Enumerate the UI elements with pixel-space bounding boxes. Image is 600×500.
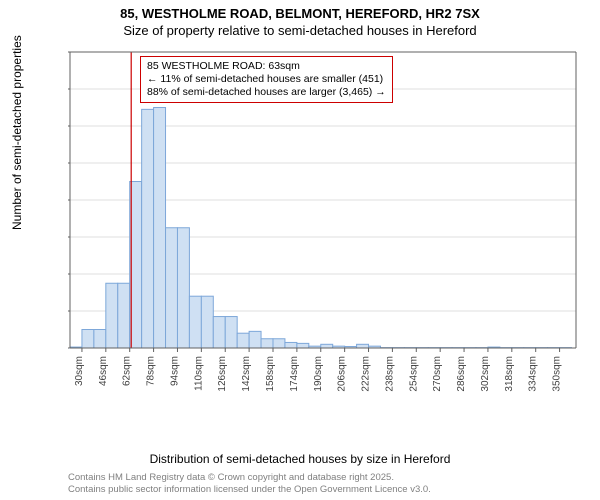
svg-text:190sqm: 190sqm (313, 356, 324, 392)
svg-text:286sqm: 286sqm (456, 356, 467, 392)
callout-line2: ← 11% of semi-detached houses are smalle… (147, 73, 386, 86)
footer-line2: Contains public sector information licen… (68, 484, 431, 496)
svg-text:110sqm: 110sqm (193, 356, 204, 391)
svg-text:62sqm: 62sqm (122, 356, 133, 386)
svg-text:174sqm: 174sqm (289, 356, 300, 392)
x-axis-label: Distribution of semi-detached houses by … (0, 452, 600, 466)
svg-text:270sqm: 270sqm (432, 356, 443, 392)
svg-text:222sqm: 222sqm (361, 356, 372, 392)
svg-text:94sqm: 94sqm (169, 356, 180, 386)
footer-note: Contains HM Land Registry data © Crown c… (68, 472, 431, 496)
svg-text:142sqm: 142sqm (241, 356, 252, 392)
svg-text:126sqm: 126sqm (217, 356, 228, 392)
svg-text:302sqm: 302sqm (480, 356, 491, 392)
title-block: 85, WESTHOLME ROAD, BELMONT, HEREFORD, H… (0, 0, 600, 38)
svg-text:318sqm: 318sqm (504, 356, 515, 392)
svg-text:254sqm: 254sqm (408, 356, 419, 392)
svg-text:158sqm: 158sqm (265, 356, 276, 392)
svg-text:78sqm: 78sqm (146, 356, 157, 386)
page-subtitle: Size of property relative to semi-detach… (0, 23, 600, 38)
callout-line3: 88% of semi-detached houses are larger (… (147, 86, 386, 99)
svg-text:46sqm: 46sqm (98, 356, 109, 386)
property-callout: 85 WESTHOLME ROAD: 63sqm ← 11% of semi-d… (140, 56, 393, 103)
chart-area: 0200400600800100012001400160030sqm46sqm6… (68, 48, 578, 408)
svg-text:350sqm: 350sqm (552, 356, 563, 392)
page-title: 85, WESTHOLME ROAD, BELMONT, HEREFORD, H… (0, 6, 600, 21)
y-axis-label: Number of semi-detached properties (10, 35, 24, 230)
svg-text:30sqm: 30sqm (74, 356, 85, 386)
footer-line1: Contains HM Land Registry data © Crown c… (68, 472, 431, 484)
svg-text:334sqm: 334sqm (528, 356, 539, 392)
callout-line1: 85 WESTHOLME ROAD: 63sqm (147, 60, 386, 73)
svg-text:206sqm: 206sqm (337, 356, 348, 392)
svg-text:238sqm: 238sqm (384, 356, 395, 392)
